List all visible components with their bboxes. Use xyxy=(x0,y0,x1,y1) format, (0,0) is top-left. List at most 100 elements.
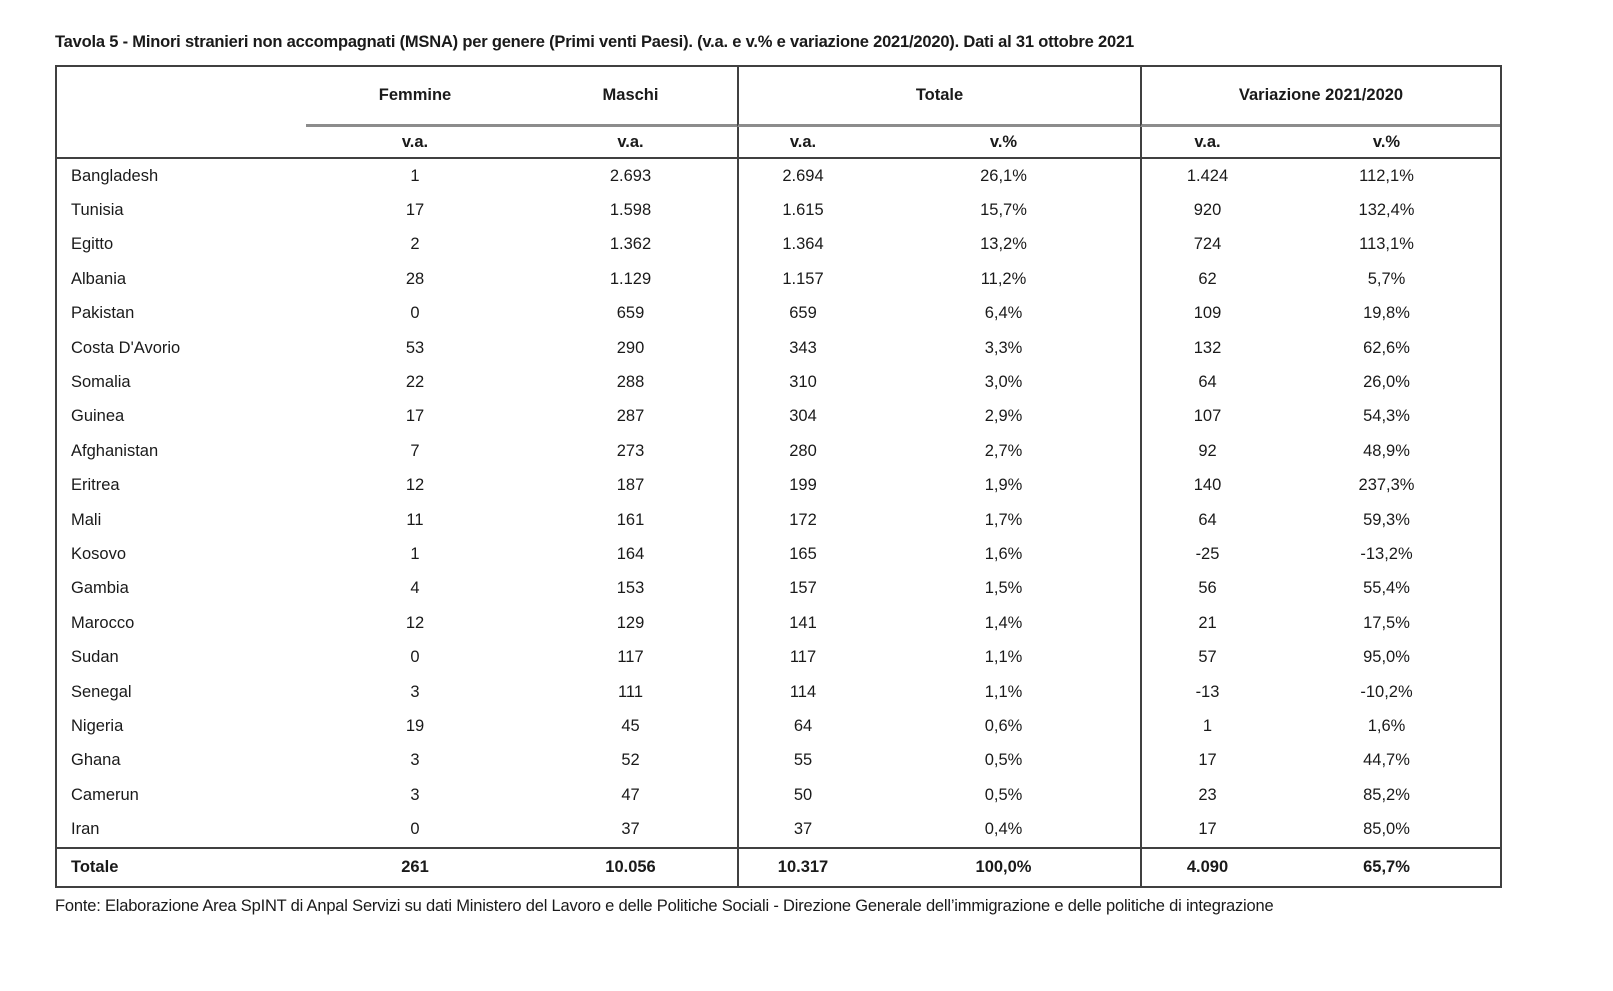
variazione-va-cell: 107 xyxy=(1140,399,1273,435)
femmine-va-cell: 22 xyxy=(405,373,425,392)
subheader-maschi-va: v.a. xyxy=(524,127,737,159)
total-variazione-vp-cell: 65,7% xyxy=(1273,846,1500,886)
variazione-va-cell: 17 xyxy=(1140,812,1273,847)
maschi-va-cell: 2.693 xyxy=(609,166,652,185)
variazione-vp-cell: 85,2% xyxy=(1363,785,1410,804)
variazione-vp-cell: 48,9% xyxy=(1363,441,1410,460)
maschi-va-cell: 161 xyxy=(616,510,645,529)
maschi-va-cell: 153 xyxy=(616,579,645,598)
maschi-va-cell: 287 xyxy=(616,407,645,426)
total-label-cell: Totale xyxy=(57,846,306,886)
femmine-va-cell: 3 xyxy=(410,785,420,804)
variazione-vp-cell: 95,0% xyxy=(1363,648,1410,667)
maschi-va-cell: 45 xyxy=(621,716,640,735)
country-cell: Costa D'Avorio xyxy=(71,338,181,357)
totale-vp-cell: 1,1% xyxy=(984,648,1023,667)
variazione-va-cell: 132 xyxy=(1140,330,1273,366)
totale-va-cell: 659 xyxy=(737,296,867,331)
totale-vp-cell: 6,4% xyxy=(984,304,1023,323)
totale-vp-cell: 0,5% xyxy=(984,751,1023,770)
femmine-va-cell: 4 xyxy=(410,579,420,598)
variazione-va-cell: 56 xyxy=(1140,571,1273,607)
variazione-vp-cell: 54,3% xyxy=(1363,407,1410,426)
totale-va-cell: 1.615 xyxy=(737,193,867,228)
variazione-vp-cell: -13,2% xyxy=(1360,544,1413,563)
variazione-vp-cell: 132,4% xyxy=(1358,201,1415,220)
femmine-va-cell: 3 xyxy=(410,682,420,701)
totale-va-cell: 50 xyxy=(737,778,867,813)
variazione-vp-cell: 17,5% xyxy=(1363,613,1410,632)
variazione-vp-cell: 237,3% xyxy=(1358,476,1415,495)
country-cell: Sudan xyxy=(71,648,119,667)
subheader-variazione-vp: v.% xyxy=(1273,127,1500,159)
variazione-va-cell: 1.424 xyxy=(1140,159,1273,194)
total-variazione-va-cell: 4.090 xyxy=(1140,846,1273,886)
totale-va-cell: 172 xyxy=(737,502,867,538)
total-totale-va-cell: 10.317 xyxy=(737,846,867,886)
variazione-vp-cell: 112,1% xyxy=(1359,166,1414,185)
variazione-va-cell: 140 xyxy=(1140,468,1273,503)
variazione-vp-cell: 55,4% xyxy=(1363,579,1410,598)
maschi-va-cell: 164 xyxy=(616,544,645,563)
maschi-va-cell: 117 xyxy=(617,648,644,667)
totale-va-cell: 199 xyxy=(737,468,867,503)
femmine-va-cell: 0 xyxy=(410,820,420,839)
femmine-va-cell: 0 xyxy=(410,648,420,667)
totale-va-cell: 310 xyxy=(737,365,867,400)
totale-vp-cell: 1,5% xyxy=(984,579,1023,598)
femmine-va-cell: 2 xyxy=(410,235,420,254)
maschi-va-cell: 111 xyxy=(617,682,644,701)
subheader-totale-vp: v.% xyxy=(867,127,1140,159)
variazione-va-cell: 64 xyxy=(1140,502,1273,538)
femmine-va-cell: 0 xyxy=(410,304,420,323)
femmine-va-cell: 7 xyxy=(410,441,420,460)
country-cell: Marocco xyxy=(71,613,135,632)
femmine-va-cell: 17 xyxy=(405,201,425,220)
variazione-va-cell: 23 xyxy=(1140,778,1273,813)
totale-va-cell: 55 xyxy=(737,743,867,779)
variazione-va-cell: 109 xyxy=(1140,296,1273,331)
totale-va-cell: 114 xyxy=(737,674,867,710)
variazione-va-cell: 92 xyxy=(1140,434,1273,469)
variazione-vp-cell: 113,1% xyxy=(1359,235,1414,254)
total-totale-vp-cell: 100,0% xyxy=(867,846,1140,886)
page-title: Tavola 5 - Minori stranieri non accompag… xyxy=(55,33,1134,51)
variazione-va-cell: 21 xyxy=(1140,606,1273,641)
femmine-va-cell: 1 xyxy=(410,166,420,185)
country-cell: Eritrea xyxy=(71,476,120,495)
totale-vp-cell: 1,7% xyxy=(984,510,1023,529)
column-header-totale: Totale xyxy=(737,67,1140,127)
femmine-va-cell: 11 xyxy=(406,510,424,529)
variazione-vp-cell: 26,0% xyxy=(1363,373,1410,392)
column-header-variazione: Variazione 2021/2020 xyxy=(1140,67,1500,127)
column-header-maschi: Maschi xyxy=(524,67,737,127)
femmine-va-cell: 3 xyxy=(410,751,420,770)
variazione-vp-cell: -10,2% xyxy=(1360,682,1413,701)
country-cell: Somalia xyxy=(71,373,131,392)
totale-vp-cell: 2,7% xyxy=(984,441,1023,460)
totale-vp-cell: 1,9% xyxy=(984,476,1023,495)
variazione-va-cell: 1 xyxy=(1140,709,1273,744)
totale-vp-cell: 13,2% xyxy=(980,235,1027,254)
variazione-vp-cell: 62,6% xyxy=(1363,338,1410,357)
maschi-va-cell: 288 xyxy=(616,373,645,392)
maschi-va-cell: 47 xyxy=(621,785,640,804)
variazione-vp-cell: 5,7% xyxy=(1367,269,1406,288)
country-cell: Camerun xyxy=(71,785,139,804)
maschi-va-cell: 129 xyxy=(616,613,645,632)
femmine-va-cell: 12 xyxy=(405,476,425,495)
totale-vp-cell: 1,1% xyxy=(984,682,1023,701)
femmine-va-cell: 19 xyxy=(405,716,425,735)
totale-va-cell: 141 xyxy=(737,606,867,641)
variazione-va-cell: 64 xyxy=(1140,365,1273,400)
totale-vp-cell: 0,5% xyxy=(984,785,1023,804)
maschi-va-cell: 1.598 xyxy=(609,201,652,220)
maschi-va-cell: 37 xyxy=(621,820,640,839)
subheader-femmine-va: v.a. xyxy=(306,127,524,159)
totale-va-cell: 1.157 xyxy=(737,262,867,297)
data-table: Femmine Maschi Totale Variazione 2021/20… xyxy=(55,65,1502,888)
subheader-variazione-va: v.a. xyxy=(1140,127,1273,159)
totale-va-cell: 165 xyxy=(737,537,867,572)
country-cell: Iran xyxy=(71,820,100,839)
